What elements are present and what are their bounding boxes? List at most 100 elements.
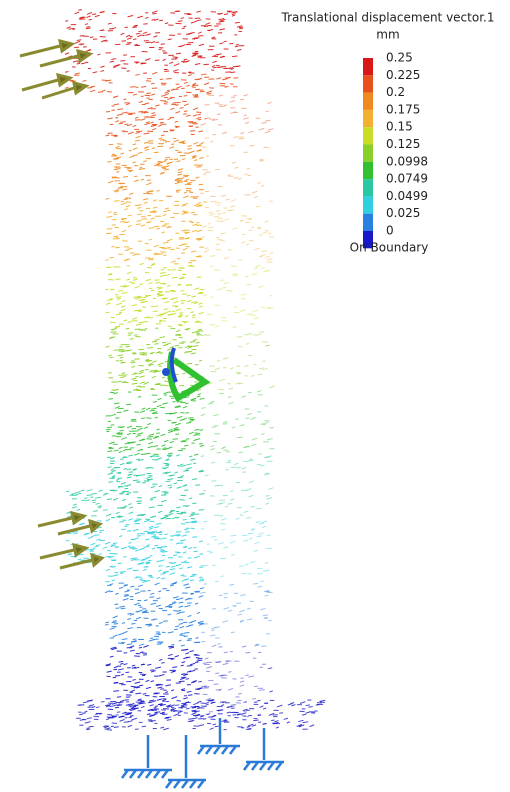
vector (177, 610, 181, 611)
vector (145, 59, 150, 61)
vector (175, 183, 180, 184)
vector (124, 199, 128, 200)
vector (187, 300, 191, 301)
vector (140, 382, 145, 383)
vector (113, 498, 118, 500)
vector (103, 547, 108, 549)
vector (216, 78, 220, 79)
vector (160, 337, 165, 338)
vector (138, 397, 141, 398)
vector (153, 36, 157, 37)
vector (141, 548, 145, 549)
legend: Translational displacement vector.1 mm 0… (281, 11, 495, 255)
vector (199, 143, 202, 144)
vector (168, 632, 174, 633)
vector (239, 137, 243, 138)
vector (230, 499, 234, 500)
legend-label: 0.125 (386, 137, 420, 151)
vector (137, 214, 141, 215)
vector (165, 93, 169, 95)
vector (178, 169, 183, 170)
vector (148, 141, 154, 142)
vector (152, 548, 155, 549)
vector (198, 303, 202, 304)
vector (144, 112, 149, 113)
vector (121, 41, 126, 42)
vector (154, 527, 159, 528)
legend-swatch (363, 179, 373, 196)
vector (158, 363, 163, 365)
vector (180, 633, 183, 634)
legend-footer: On Boundary (350, 241, 429, 255)
vector (129, 512, 134, 514)
vector (183, 519, 187, 520)
vector (200, 123, 205, 125)
vector (106, 303, 110, 305)
vector (143, 296, 148, 297)
vector (243, 540, 247, 541)
vector (120, 122, 126, 123)
vector (268, 620, 271, 621)
vector (219, 95, 223, 96)
vector (120, 153, 124, 154)
vector (157, 429, 160, 430)
vector (265, 562, 269, 563)
vector (65, 72, 68, 73)
vector (255, 265, 260, 267)
vector (261, 465, 265, 466)
vector (148, 442, 153, 444)
vector (219, 21, 225, 22)
vector (198, 114, 201, 115)
vector (106, 569, 110, 570)
vector (270, 295, 273, 296)
vector (188, 615, 192, 616)
vector (134, 286, 139, 288)
vector (166, 566, 170, 567)
vector (218, 543, 224, 545)
vector (149, 239, 152, 240)
vector (88, 537, 92, 538)
vector (114, 450, 119, 451)
vector (302, 714, 306, 715)
vector (183, 373, 186, 374)
vector (187, 567, 192, 568)
vector (108, 451, 113, 452)
vector (183, 248, 187, 250)
vector (181, 230, 185, 231)
vector (197, 660, 203, 661)
vector (167, 98, 172, 100)
vector (319, 700, 325, 701)
vector (185, 653, 189, 654)
vector (131, 690, 135, 692)
vector (183, 196, 188, 198)
vector (91, 493, 96, 494)
vector (223, 447, 226, 448)
vector (187, 183, 192, 184)
vector (190, 312, 194, 313)
vector (144, 328, 147, 329)
vector (181, 476, 184, 477)
vector (111, 470, 116, 472)
vector (160, 518, 164, 519)
vector (163, 248, 167, 249)
vector (105, 542, 110, 544)
vector (144, 111, 148, 112)
vector (224, 597, 228, 598)
vector (133, 148, 138, 150)
vector (107, 730, 112, 731)
vector (79, 524, 85, 525)
vector (153, 639, 159, 640)
vector (108, 279, 114, 280)
vector (165, 23, 168, 24)
vector (164, 392, 168, 393)
vector (193, 346, 198, 347)
vector (212, 65, 215, 66)
vector (246, 344, 249, 345)
vector (181, 18, 184, 19)
vector (171, 697, 177, 699)
vector (259, 286, 263, 288)
vector (184, 636, 188, 637)
vector (265, 256, 269, 257)
vector (141, 86, 146, 87)
vector (199, 580, 204, 581)
